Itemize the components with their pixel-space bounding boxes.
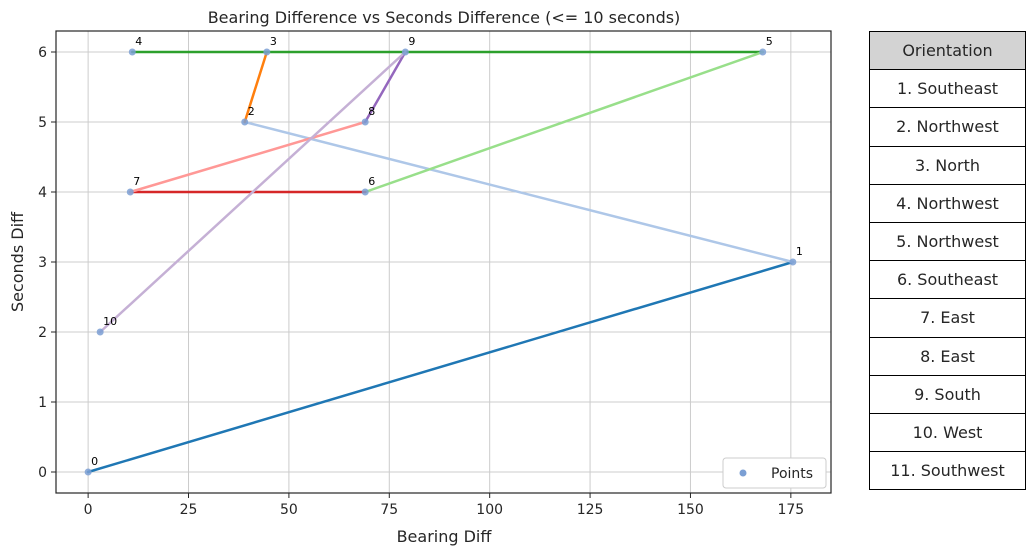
orientation-row: 1. Southeast — [869, 69, 1026, 109]
y-tick-label: 1 — [38, 395, 47, 411]
data-point — [789, 258, 797, 266]
y-tick-label: 5 — [38, 115, 47, 131]
data-point — [96, 328, 104, 336]
y-axis-label: Seconds Diff — [8, 211, 27, 312]
data-point — [263, 48, 271, 56]
orientation-row: 6. Southeast — [869, 260, 1026, 300]
line-segment — [243, 50, 269, 124]
orientation-row: 3. North — [869, 145, 1026, 185]
line-segment — [129, 120, 367, 194]
y-ticks: 0 1 2 3 4 5 6 — [38, 45, 56, 481]
point-labels: 0 1 2 3 4 5 6 7 8 9 10 — [91, 35, 803, 468]
orientation-row: 8. East — [869, 336, 1026, 376]
x-axis-label: Bearing Diff — [397, 527, 493, 546]
point-label: 3 — [270, 35, 277, 48]
point-label: 4 — [135, 35, 142, 48]
point-label: 5 — [766, 35, 773, 48]
x-ticks: 0 25 50 75 100 125 150 175 — [84, 493, 804, 518]
grid — [56, 31, 831, 493]
y-tick-label: 3 — [38, 255, 47, 271]
chart-title: Bearing Difference vs Seconds Difference… — [208, 8, 681, 27]
line-segment — [363, 50, 764, 194]
data-point — [241, 118, 249, 126]
x-tick-label: 150 — [677, 502, 704, 518]
line-segment — [363, 50, 407, 124]
orientation-row: 7. East — [869, 298, 1026, 338]
data-point — [126, 188, 134, 196]
x-tick-label: 100 — [476, 502, 503, 518]
y-tick-label: 4 — [38, 185, 47, 201]
data-point — [361, 118, 369, 126]
data-point — [361, 188, 369, 196]
data-point — [759, 48, 767, 56]
orientation-row: 10. West — [869, 412, 1026, 453]
data-point — [401, 48, 409, 56]
x-tick-label: 0 — [84, 502, 93, 518]
line-segment — [243, 120, 795, 264]
legend: Points — [722, 457, 827, 489]
point-label: 0 — [91, 455, 98, 468]
point-label: 1 — [796, 245, 803, 258]
orientation-row: 9. South — [869, 374, 1026, 414]
x-tick-label: 125 — [577, 502, 604, 518]
point-label: 2 — [248, 105, 255, 118]
y-tick-label: 6 — [38, 45, 47, 61]
orientation-table: Orientation 1. Southeast 2. Northwest 3. N… — [869, 30, 1026, 491]
x-tick-label: 75 — [380, 502, 398, 518]
orientation-row: 4. Northwest — [869, 183, 1026, 223]
legend-box — [722, 457, 827, 489]
x-tick-label: 25 — [180, 502, 198, 518]
point-label: 7 — [133, 175, 140, 188]
point-label: 9 — [408, 35, 415, 48]
orientation-table-header: Orientation — [869, 30, 1026, 71]
orientation-row: 2. Northwest — [869, 107, 1026, 147]
legend-marker — [739, 469, 747, 477]
point-label: 10 — [103, 315, 117, 328]
x-tick-label: 175 — [777, 502, 804, 518]
line-segment — [98, 50, 407, 334]
data-points — [84, 48, 797, 476]
y-tick-label: 2 — [38, 325, 47, 341]
point-label: 6 — [368, 175, 375, 188]
data-point — [128, 48, 136, 56]
line-segments — [86, 50, 795, 474]
point-label: 8 — [368, 105, 375, 118]
legend-label: Points — [771, 466, 813, 482]
x-tick-label: 50 — [280, 502, 298, 518]
y-tick-label: 0 — [38, 465, 47, 481]
orientation-row: 5. Northwest — [869, 221, 1026, 262]
line-segment — [86, 260, 795, 474]
data-point — [84, 468, 92, 476]
orientation-row: 11. Southwest — [869, 451, 1026, 491]
